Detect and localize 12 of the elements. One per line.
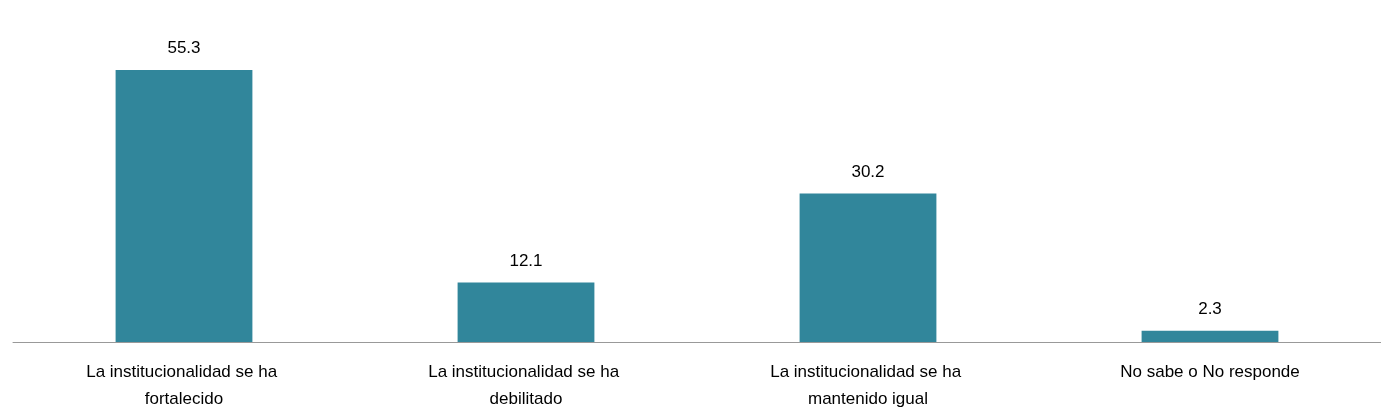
- x-tick-label: La institucionalidad se ha fortalecido: [86, 362, 282, 408]
- x-tick-label: La institucionalidad se ha debilitado: [428, 362, 624, 408]
- bar: [115, 70, 253, 342]
- x-tick-label: No sabe o No responde: [1120, 362, 1300, 381]
- bar: [1141, 330, 1279, 342]
- data-label: 30.2: [851, 161, 885, 181]
- x-tick-label: La institucionalidad se ha mantenido igual: [770, 362, 966, 408]
- bar: [799, 193, 937, 342]
- data-label: 55.3: [167, 38, 201, 58]
- data-label: 12.1: [509, 250, 543, 270]
- bar: [457, 282, 595, 342]
- data-label: 2.3: [1198, 298, 1222, 318]
